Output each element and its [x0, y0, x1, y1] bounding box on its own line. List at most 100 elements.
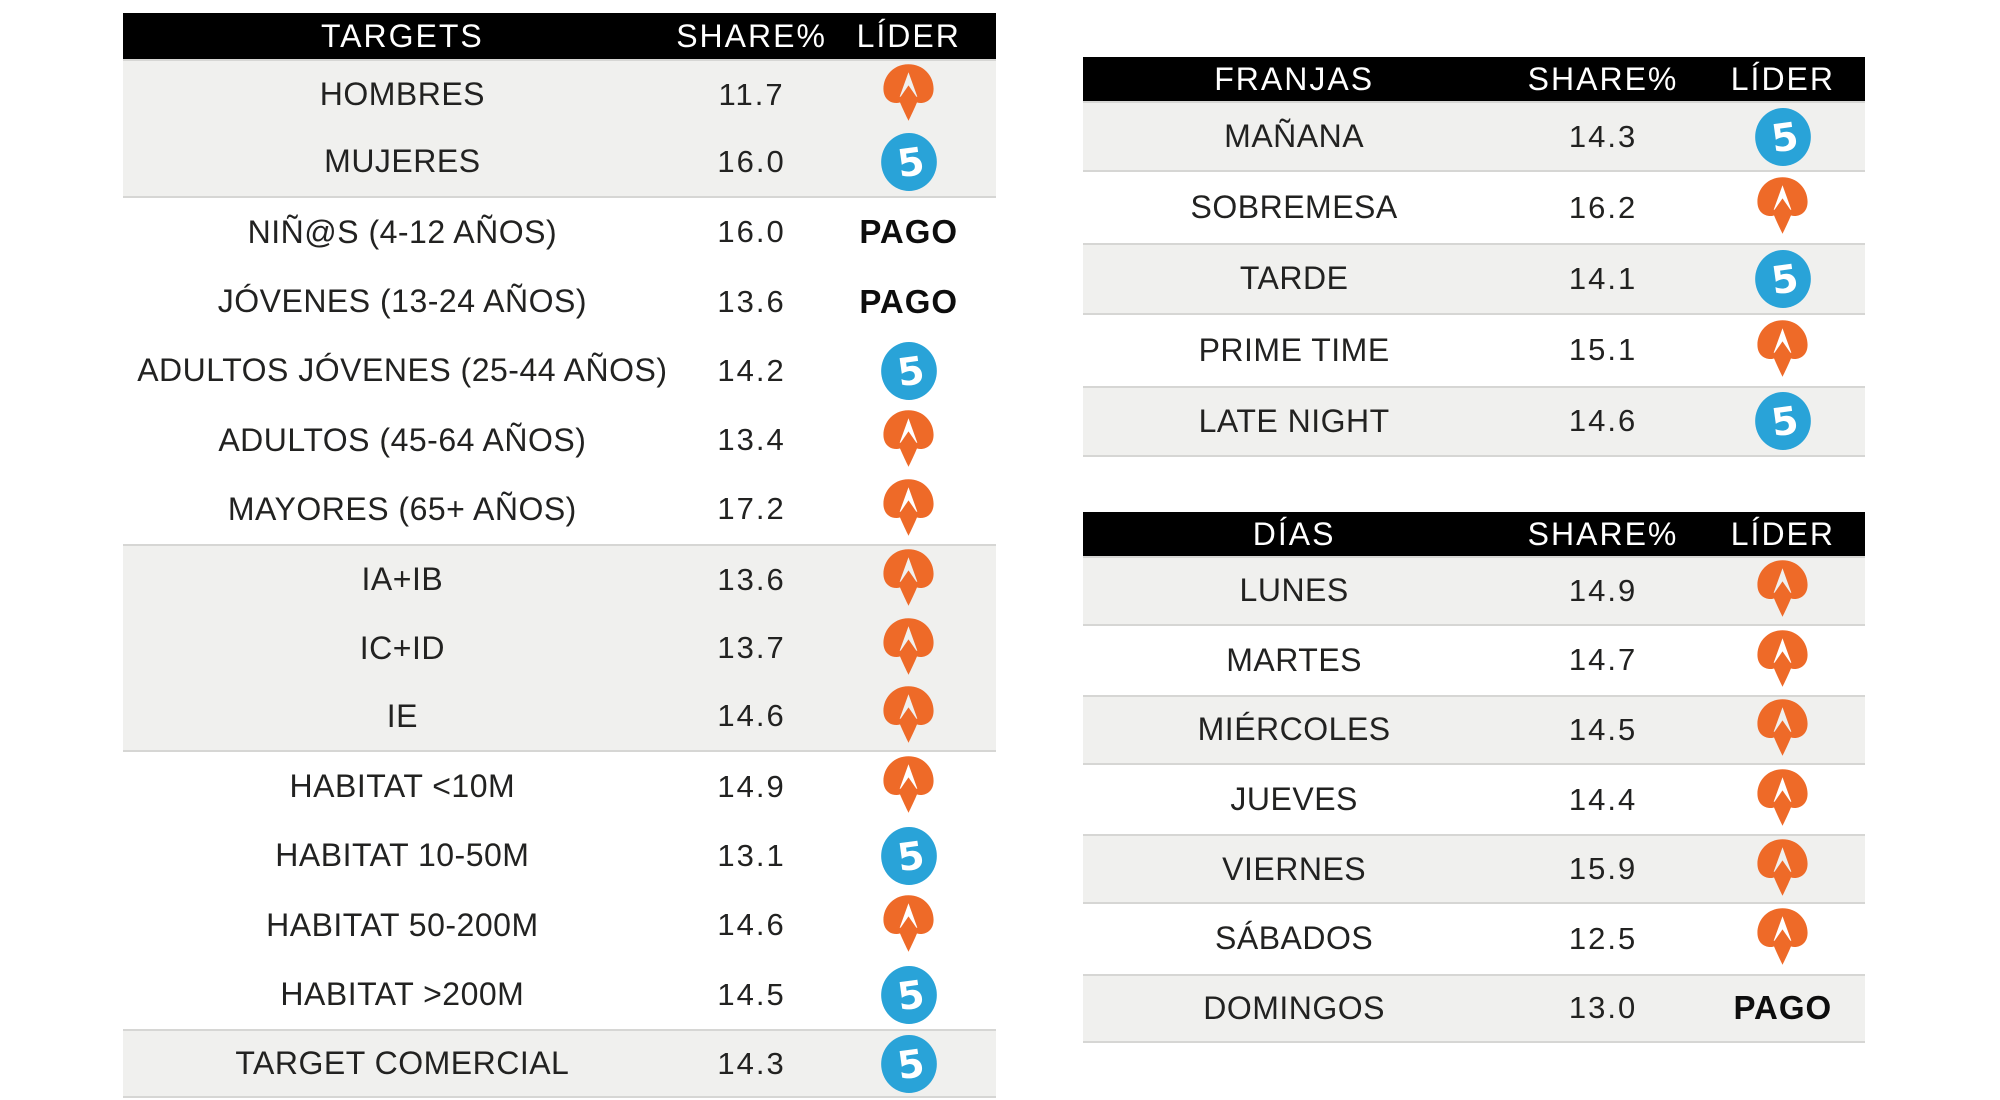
table-body: LUNES 14.9 MARTES 14.7 MIÉRCOLES 14.5 JUEVE… — [1083, 556, 1865, 1044]
table-row: HABITAT 50-200M 14.6 — [123, 891, 996, 960]
antena3-logo-icon — [1757, 319, 1808, 377]
row-label: HABITAT >200M — [280, 976, 525, 1012]
leader-cell: 5 — [821, 128, 996, 195]
targets-table-header: TARGETS SHARE% LÍDER — [123, 13, 996, 59]
table-row: VIERNES 15.9 — [1083, 834, 1865, 904]
svg-text:5: 5 — [894, 972, 927, 1020]
row-label: MIÉRCOLES — [1197, 711, 1391, 748]
row-label: MAÑANA — [1224, 118, 1365, 155]
telecinco-logo-icon: 5 — [1755, 392, 1811, 451]
share-value: 14.6 — [1568, 403, 1638, 439]
column-header-franjas: FRANJAS — [1214, 60, 1375, 97]
leader-cell — [1701, 765, 1865, 835]
table-row: NIÑ@S (4-12 AÑOS) 16.0 PAGO — [123, 198, 996, 267]
leader-cell: PAGO — [1701, 976, 1865, 1042]
telecinco-logo-icon: 5 — [880, 341, 937, 400]
leader-cell: 5 — [1701, 103, 1865, 170]
franjas-table: FRANJAS SHARE% LÍDER MAÑANA 14.3 5 SOBREME… — [1083, 57, 1865, 457]
table-row: JÓVENES (13-24 AÑOS) 13.6 PAGO — [123, 267, 996, 336]
table-row: DOMINGOS 13.0 PAGO — [1083, 973, 1865, 1044]
antena3-logo-icon — [883, 894, 934, 952]
antena3-logo-icon — [883, 409, 934, 467]
table-row: MARTES 14.7 — [1083, 626, 1865, 696]
leader-cell — [821, 475, 996, 544]
dias-table: DÍAS SHARE% LÍDER LUNES 14.9 MARTES 14.7 M… — [1083, 512, 1865, 1044]
antena3-logo-icon — [883, 64, 934, 121]
share-value: 15.9 — [1568, 851, 1638, 887]
antena3-logo-icon — [883, 549, 934, 606]
row-label: SÁBADOS — [1215, 920, 1374, 957]
column-header-lider: LÍDER — [1730, 60, 1835, 97]
share-value: 15.1 — [1568, 332, 1638, 368]
leader-cell: 5 — [821, 1031, 996, 1096]
share-value: 14.9 — [717, 768, 786, 804]
svg-text:5: 5 — [1768, 256, 1801, 304]
row-label: VIERNES — [1222, 850, 1367, 887]
antena3-logo-icon — [1757, 699, 1808, 757]
antena3-logo-icon — [1757, 908, 1808, 965]
column-header-lider: LÍDER — [1730, 515, 1835, 552]
share-value: 14.9 — [1568, 572, 1638, 608]
leader-cell — [821, 752, 996, 821]
share-value: 14.4 — [1568, 781, 1638, 817]
row-label: MUJERES — [324, 143, 481, 180]
table-row: HABITAT <10M 14.9 — [123, 752, 996, 821]
table-body: HOMBRES 11.7 MUJERES 16.0 5 NIÑ@S (4-12 AÑO… — [123, 59, 996, 1099]
share-value: 13.4 — [717, 422, 786, 458]
svg-text:5: 5 — [894, 348, 927, 396]
leader-cell — [1701, 904, 1865, 974]
row-label: LATE NIGHT — [1198, 402, 1390, 439]
share-value: 14.5 — [717, 976, 786, 1012]
share-value: 14.1 — [1568, 260, 1638, 296]
share-value: 14.2 — [717, 352, 786, 388]
column-header-targets: TARGETS — [320, 17, 484, 54]
row-label: SOBREMESA — [1190, 189, 1398, 226]
leader-cell — [1701, 558, 1865, 624]
share-value: 16.0 — [717, 214, 786, 250]
antena3-logo-icon — [1757, 177, 1808, 235]
svg-text:5: 5 — [894, 1041, 927, 1089]
telecinco-logo-icon: 5 — [1755, 107, 1811, 166]
row-label: DOMINGOS — [1203, 989, 1386, 1026]
column-header-lider: LÍDER — [856, 17, 961, 54]
row-label: PRIME TIME — [1198, 331, 1390, 368]
table-row: HABITAT 10-50M 13.1 5 — [123, 821, 996, 890]
share-value: 14.3 — [717, 1045, 786, 1081]
leader-cell: 5 — [821, 960, 996, 1029]
row-label: MARTES — [1226, 641, 1363, 678]
telecinco-logo-icon: 5 — [880, 826, 937, 885]
share-value: 14.6 — [717, 907, 786, 943]
pago-label: PAGO — [859, 282, 959, 320]
leader-cell — [1701, 626, 1865, 696]
antena3-logo-icon — [1757, 560, 1808, 618]
table-row: PRIME TIME 15.1 — [1083, 315, 1865, 386]
leader-cell — [821, 61, 996, 128]
pago-label: PAGO — [1733, 989, 1833, 1027]
svg-text:5: 5 — [894, 139, 927, 187]
leader-cell: PAGO — [821, 267, 996, 336]
share-value: 16.0 — [717, 143, 786, 179]
leader-cell: 5 — [821, 821, 996, 890]
row-label: IE — [386, 697, 418, 734]
svg-text:5: 5 — [894, 833, 927, 881]
row-label: TARGET COMERCIAL — [235, 1045, 570, 1082]
share-value: 13.6 — [717, 561, 786, 597]
table-row: MAÑANA 14.3 5 — [1083, 101, 1865, 173]
row-label: LUNES — [1239, 572, 1349, 609]
dias-table-header: DÍAS SHARE% LÍDER — [1083, 512, 1865, 556]
row-label: IA+IB — [361, 561, 444, 598]
table-row: IA+IB 13.6 — [123, 544, 996, 614]
row-label: ADULTOS JÓVENES (25-44 AÑOS) — [137, 352, 668, 389]
row-label: NIÑ@S (4-12 AÑOS) — [247, 213, 558, 250]
franjas-table-header: FRANJAS SHARE% LÍDER — [1083, 57, 1865, 101]
table-body: MAÑANA 14.3 5 SOBREMESA 16.2 TARDE 14.1 5 PRI… — [1083, 101, 1865, 457]
telecinco-logo-icon: 5 — [880, 965, 937, 1024]
share-value: 13.0 — [1568, 990, 1638, 1026]
row-label: JUEVES — [1230, 781, 1358, 818]
table-row: MAYORES (65+ AÑOS) 17.2 — [123, 475, 996, 544]
leader-cell — [1701, 315, 1865, 386]
telecinco-logo-icon: 5 — [1755, 249, 1811, 308]
table-row: LUNES 14.9 — [1083, 556, 1865, 626]
table-row: HABITAT >200M 14.5 5 — [123, 960, 996, 1029]
column-header-share: SHARE% — [1527, 515, 1679, 552]
